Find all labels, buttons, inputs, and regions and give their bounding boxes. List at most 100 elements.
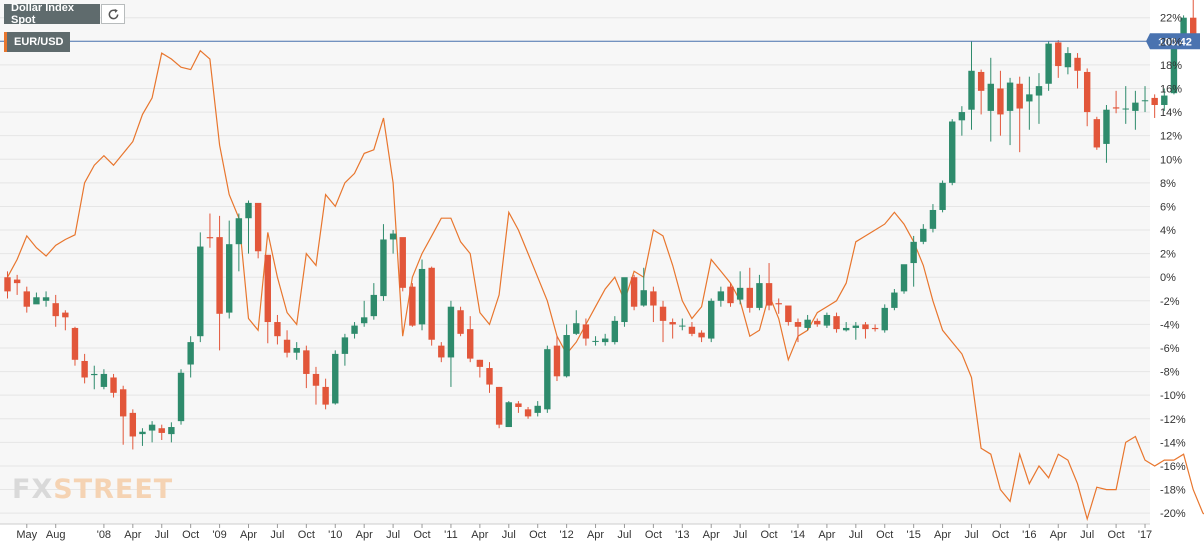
candle xyxy=(168,422,175,443)
candle xyxy=(1045,41,1052,91)
candle-body xyxy=(823,314,831,326)
candle xyxy=(582,318,590,346)
candle-body xyxy=(929,209,937,229)
candle xyxy=(1103,104,1110,163)
candle xyxy=(42,291,50,307)
y-tick-label: -18% xyxy=(1160,485,1186,497)
candle-body xyxy=(428,267,435,340)
candle xyxy=(4,271,11,299)
candle xyxy=(997,70,1004,136)
candle xyxy=(1026,76,1033,130)
candle-body xyxy=(1083,71,1091,113)
candle-body xyxy=(148,424,156,431)
candle xyxy=(1151,94,1158,118)
candle xyxy=(100,369,108,390)
x-tick-label: Jul xyxy=(1080,529,1094,541)
candle-body xyxy=(23,291,30,307)
candle xyxy=(81,353,88,384)
candle xyxy=(1035,73,1043,124)
candle-body xyxy=(1112,107,1120,109)
candle-body xyxy=(862,324,869,330)
candle xyxy=(62,310,69,331)
legend-dollar-index[interactable]: Dollar Index Spot xyxy=(4,2,100,26)
candle-body xyxy=(842,327,850,331)
candle xyxy=(601,333,609,346)
candle xyxy=(611,316,619,345)
candle-body xyxy=(1132,102,1139,111)
candle xyxy=(794,318,802,343)
candle xyxy=(245,200,252,254)
candle xyxy=(332,350,339,405)
candle-body xyxy=(457,310,464,334)
candle-body xyxy=(1006,82,1014,111)
candle-body xyxy=(42,297,50,301)
candle-body xyxy=(129,412,137,437)
candle-body xyxy=(891,292,898,308)
candle xyxy=(476,359,484,378)
candle xyxy=(852,322,860,340)
candle xyxy=(71,326,79,366)
candle-body xyxy=(659,306,667,321)
candle-body xyxy=(1170,43,1178,94)
candle xyxy=(264,254,271,344)
x-tick-label: '12 xyxy=(559,529,573,541)
candle-body xyxy=(91,373,98,376)
candle-body xyxy=(177,372,185,422)
y-tick-label: 8% xyxy=(1160,178,1176,190)
y-tick-label: -4% xyxy=(1160,319,1180,331)
candle-body xyxy=(871,327,879,330)
candle xyxy=(283,330,291,358)
candle-body xyxy=(573,323,580,334)
candle-body xyxy=(746,287,753,308)
candle-body xyxy=(360,317,368,324)
candle xyxy=(91,365,98,390)
candle-body xyxy=(486,368,493,385)
candle-layer xyxy=(4,0,1197,450)
candle-body xyxy=(81,360,88,378)
candle-body xyxy=(640,290,647,306)
x-tick-label: '14 xyxy=(791,529,805,541)
candle xyxy=(1083,68,1091,127)
candle-body xyxy=(1045,43,1052,84)
candle-body xyxy=(688,326,696,334)
candle xyxy=(900,264,908,294)
x-tick-label: Aug xyxy=(46,529,66,541)
candle-body xyxy=(447,306,455,358)
x-tick-label: '09 xyxy=(212,529,226,541)
candle xyxy=(1006,77,1014,146)
candle xyxy=(293,342,300,360)
candle xyxy=(833,312,840,333)
candle xyxy=(129,409,137,450)
current-level-layer: 100.42 xyxy=(0,33,1200,50)
y-tick-label: -8% xyxy=(1160,367,1180,379)
candle xyxy=(274,314,281,345)
candle xyxy=(110,373,117,398)
x-tick-label: Oct xyxy=(1108,529,1125,541)
candle xyxy=(428,266,435,346)
legend-eurusd[interactable]: EUR/USD xyxy=(4,32,70,52)
candle-body xyxy=(785,305,792,323)
x-tick-label: '10 xyxy=(328,529,342,541)
candle-body xyxy=(563,335,570,377)
candle xyxy=(987,57,994,142)
candle xyxy=(380,224,387,301)
candle xyxy=(621,277,628,327)
candle-body xyxy=(939,182,946,210)
candle-body xyxy=(775,303,782,305)
candle-body xyxy=(438,345,445,358)
candle xyxy=(929,204,937,233)
candle-body xyxy=(1122,108,1129,110)
x-tick-label: Jul xyxy=(733,529,747,541)
candle-body xyxy=(630,277,638,307)
x-tick-label: Oct xyxy=(298,529,315,541)
candle-body xyxy=(997,88,1004,115)
grid-layer xyxy=(0,17,1150,514)
refresh-button[interactable] xyxy=(101,4,125,24)
candle-body xyxy=(139,431,146,435)
candle xyxy=(13,274,21,295)
x-tick-label: Oct xyxy=(413,529,430,541)
candle-body xyxy=(1151,97,1158,105)
candle-body xyxy=(736,287,744,300)
candle-body xyxy=(158,428,165,433)
